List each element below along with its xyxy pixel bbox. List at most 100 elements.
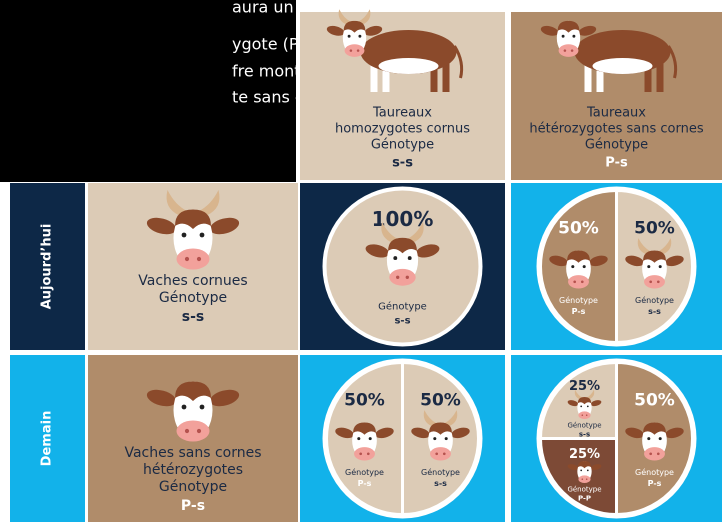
cow-muzzle xyxy=(177,249,210,270)
cow-nostril xyxy=(185,257,189,261)
cow-muzzle xyxy=(644,275,665,288)
genotype-label: Génotype xyxy=(378,301,427,313)
cow-nostril xyxy=(367,452,370,455)
column-label: homozygotes cornus xyxy=(335,122,470,137)
genotype: P-s xyxy=(572,307,586,316)
genotype-label: Génotype xyxy=(585,138,648,153)
cow-muzzle xyxy=(559,44,579,57)
genotype-label: Génotype xyxy=(371,138,434,153)
bull-belly xyxy=(379,58,439,74)
cow-label: Vaches cornues xyxy=(138,273,247,289)
genotype-label: Génotype xyxy=(635,295,674,305)
genotype: s-s xyxy=(394,316,410,327)
genotype: s-s xyxy=(434,479,447,488)
cow-eye xyxy=(580,470,582,472)
cow-muzzle xyxy=(568,275,589,288)
cow-nostril xyxy=(564,49,567,52)
genotype: s-s xyxy=(392,156,413,171)
genotype-label: Génotype xyxy=(567,422,601,430)
percent: 50% xyxy=(558,219,599,239)
cow-muzzle xyxy=(354,447,375,460)
cow-eye xyxy=(182,405,187,410)
cow-muzzle xyxy=(430,447,451,460)
cow-nostril xyxy=(573,280,576,283)
cow-muzzle xyxy=(389,269,415,286)
cow-eye xyxy=(408,256,412,260)
cow-nostril xyxy=(197,429,201,433)
cow-eye xyxy=(562,35,565,38)
cow-eye xyxy=(659,265,662,268)
cow-nostril xyxy=(443,452,446,455)
genotype-label: Génotype xyxy=(421,467,460,477)
genotype: P-P xyxy=(578,495,591,503)
cow-label: Vaches sans cornes xyxy=(124,445,261,461)
cow-nostril xyxy=(586,414,588,416)
cow-eye xyxy=(348,35,351,38)
cow-nostril xyxy=(571,49,574,52)
cow-nostril xyxy=(649,452,652,455)
cow-eye xyxy=(572,35,575,38)
percent: 50% xyxy=(634,219,675,239)
percent: 25% xyxy=(569,447,600,462)
genotype-label: Génotype xyxy=(559,295,598,305)
percent: 50% xyxy=(420,391,461,411)
cow-nostril xyxy=(586,478,588,480)
genotype: P-s xyxy=(181,498,205,514)
cow-eye xyxy=(358,35,361,38)
cow-nostril xyxy=(581,280,584,283)
cow-eye xyxy=(587,406,589,408)
genotype: P-s xyxy=(358,479,372,488)
cow-label: hétérozygotes xyxy=(143,462,243,478)
genotype: P-s xyxy=(605,156,628,171)
infographic: aura un phénotypeygote (P-s) donnerafre … xyxy=(0,0,722,527)
percent: 50% xyxy=(634,391,675,411)
genotype: P-s xyxy=(648,479,662,488)
cow-muzzle xyxy=(578,475,590,483)
cow-eye xyxy=(182,233,187,238)
cow-eye xyxy=(200,405,205,410)
cow-nostril xyxy=(357,49,360,52)
genotype-label: Génotype xyxy=(159,479,227,495)
genotype-label: Génotype xyxy=(567,486,601,494)
cow-eye xyxy=(357,437,360,440)
cow-nostril xyxy=(657,280,660,283)
column-label: Taureaux xyxy=(372,106,432,121)
cow-muzzle xyxy=(644,447,665,460)
percent: 25% xyxy=(569,379,600,394)
cow-nostril xyxy=(582,478,584,480)
cow-eye xyxy=(647,265,650,268)
column-label: Taureaux xyxy=(586,106,646,121)
cow-nostril xyxy=(406,276,409,279)
cow-muzzle xyxy=(578,411,590,419)
cow-nostril xyxy=(185,429,189,433)
cow-eye xyxy=(445,437,448,440)
cow-nostril xyxy=(582,414,584,416)
cow-muzzle xyxy=(345,44,365,57)
cow-eye xyxy=(571,265,574,268)
cow-nostril xyxy=(396,276,399,279)
genotype-label: Génotype xyxy=(635,467,674,477)
row-label: Demain xyxy=(40,411,55,467)
cow-eye xyxy=(647,437,650,440)
cow-eye xyxy=(433,437,436,440)
genotype: s-s xyxy=(648,307,661,316)
cow-nostril xyxy=(649,280,652,283)
cow-muzzle xyxy=(177,421,210,442)
cow-nostril xyxy=(197,257,201,261)
genotype-label: Génotype xyxy=(345,467,384,477)
cow-nostril xyxy=(657,452,660,455)
genotype: s-s xyxy=(182,309,204,325)
cow-nostril xyxy=(350,49,353,52)
cow-nostril xyxy=(359,452,362,455)
row-label: Aujourd’hui xyxy=(40,224,55,310)
cow-eye xyxy=(587,470,589,472)
genotype-label: Génotype xyxy=(159,290,227,306)
percent: 100% xyxy=(372,207,434,231)
cow-eye xyxy=(393,256,397,260)
cow-eye xyxy=(369,437,372,440)
cow-eye xyxy=(659,437,662,440)
cow-eye xyxy=(580,406,582,408)
cow-eye xyxy=(200,233,205,238)
cow-nostril xyxy=(435,452,438,455)
column-label: hétérozygotes sans cornes xyxy=(529,122,703,137)
